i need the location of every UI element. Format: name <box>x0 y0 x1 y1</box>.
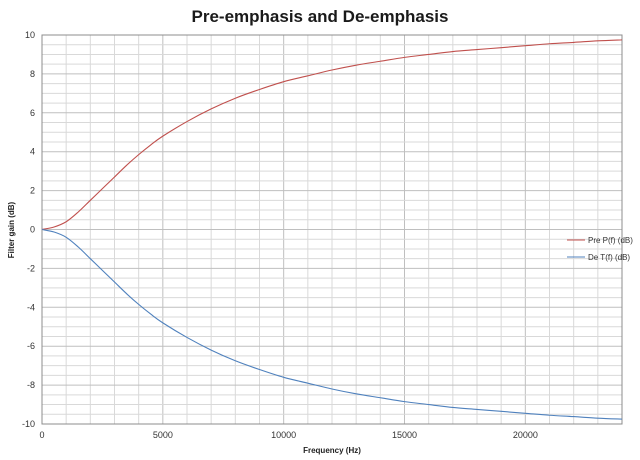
legend-label: De T(f) (dB) <box>588 253 630 262</box>
chart-title: Pre-emphasis and De-emphasis <box>192 7 449 26</box>
y-tick-label: 8 <box>30 69 35 79</box>
y-tick-label: -4 <box>27 302 35 312</box>
y-tick-label: 10 <box>25 30 35 40</box>
legend-label: Pre P(f) (dB) <box>588 236 633 245</box>
series-line-2 <box>41 228 623 420</box>
y-tick-label: 6 <box>30 108 35 118</box>
x-tick-label: 5000 <box>153 430 173 440</box>
y-tick-label: 0 <box>30 225 35 235</box>
x-tick-label: 0 <box>39 430 44 440</box>
series <box>41 39 623 420</box>
y-tick-label: -2 <box>27 263 35 273</box>
x-tick-label: 20000 <box>513 430 538 440</box>
y-tick-label: -6 <box>27 341 35 351</box>
x-axis-label: Frequency (Hz) <box>303 446 361 455</box>
x-tick-label: 15000 <box>392 430 417 440</box>
y-tick-label: -8 <box>27 380 35 390</box>
legend: Pre P(f) (dB) De T(f) (dB) <box>567 236 633 262</box>
y-tick-label: -10 <box>22 419 35 429</box>
tick-labels: -10 -8 -6 -4 -2 0 2 4 6 8 10 0 5000 10000 15000 20000 <box>22 30 538 440</box>
y-tick-label: 2 <box>30 186 35 196</box>
y-tick-label: 4 <box>30 147 35 157</box>
x-tick-label: 10000 <box>271 430 296 440</box>
grid <box>42 34 622 425</box>
series-line-1 <box>41 39 623 231</box>
y-axis-label: Filter gain (dB) <box>7 201 16 258</box>
